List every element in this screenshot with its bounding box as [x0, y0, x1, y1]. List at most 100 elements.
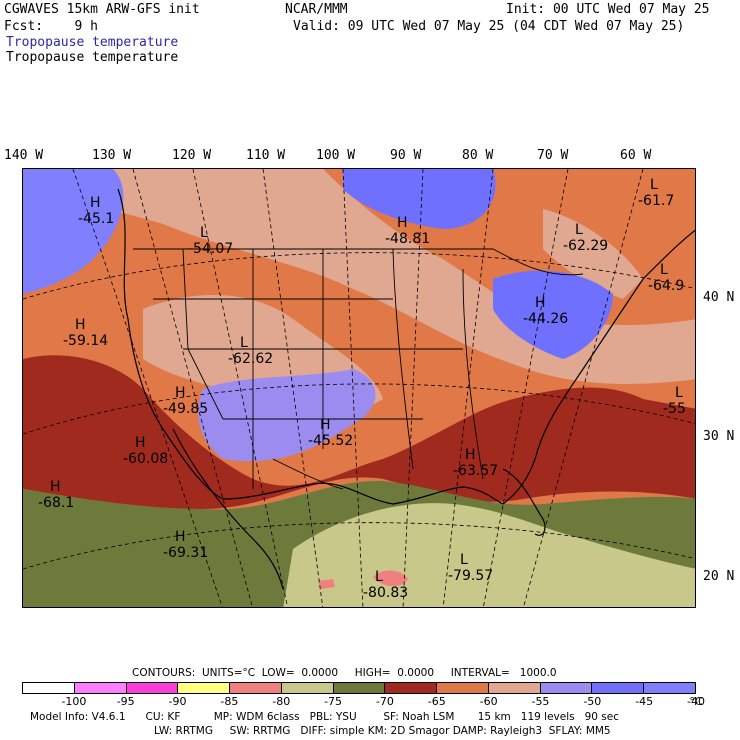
model-title: CGWAVES 15km ARW-GFS init [4, 2, 200, 17]
low-marker: L [240, 335, 248, 351]
extremum-value: -63.57 [453, 463, 498, 479]
high-marker: H [175, 385, 186, 401]
colorbar-swatch [230, 683, 282, 693]
field-band-minus55 [543, 209, 643, 299]
extremum-value: -45.52 [308, 433, 353, 449]
colorbar-swatch [437, 683, 489, 693]
lon-label: 110 W [246, 148, 286, 163]
high-marker: H [175, 529, 186, 545]
field-band-minus80 [373, 570, 408, 587]
low-marker: L [675, 385, 683, 401]
high-marker: H [465, 447, 476, 463]
map-canvas: H-45.1L-54.07H-48.81L-61.7L-62.29L-64.9H… [23, 169, 695, 607]
extremum-value: -61.7 [638, 193, 674, 209]
lon-label: 100 W [316, 148, 356, 163]
colorbar-swatch [74, 683, 127, 693]
colorbar-tick-label: -80 [272, 695, 291, 708]
valid-time: Valid: 09 UTC Wed 07 May 25 (04 CDT Wed … [293, 19, 685, 34]
high-marker: H [397, 215, 408, 231]
high-marker: H [135, 435, 146, 451]
lon-label: 60 W [620, 148, 652, 163]
field-band-minus80 [318, 579, 335, 589]
field-title-blue: Tropopause temperature [6, 35, 179, 50]
coastlines [117, 188, 695, 590]
lon-label: 80 W [462, 148, 494, 163]
colorbar-tick-label: -55 [531, 695, 550, 708]
extremum-value: -49.85 [163, 401, 208, 417]
colorbar-tick-label: -65 [427, 695, 446, 708]
tropopause-temperature-map: H -45.1 L -54.07 H -48.81 L -61.7 L -62.29 L -64.9 H… [22, 168, 696, 608]
colorbar-swatch [126, 683, 179, 693]
low-marker: L [200, 225, 208, 241]
field-band-minus45 [493, 270, 613, 359]
extremum-value: -68.1 [38, 495, 74, 511]
extremum-value: -69.31 [163, 545, 208, 561]
extremum-value: -79.57 [448, 568, 493, 584]
high-marker: H [90, 195, 101, 211]
colorbar-swatch [644, 683, 695, 693]
extremum-value: -60.08 [123, 451, 168, 467]
colorbar-swatch [281, 683, 334, 693]
extremum-value: -45.1 [78, 211, 114, 227]
colorbar-tick-label: -40 [687, 695, 705, 708]
colorbar-swatch [592, 683, 645, 693]
colorbar-tick-label: -70 [375, 695, 394, 708]
low-marker: L [660, 262, 668, 278]
forecast-hour: Fcst: 9 h [4, 19, 98, 34]
colorbar-tick-label: -60 [479, 695, 498, 708]
lon-label: 90 W [390, 148, 422, 163]
graticule [23, 169, 695, 607]
colorbar [22, 682, 696, 694]
field-title: Tropopause temperature [6, 50, 179, 65]
lon-label: 120 W [172, 148, 212, 163]
field-band-minus45 [23, 169, 124, 294]
extrema-labels: H-45.1L-54.07H-48.81L-61.7L-62.29L-64.9H… [38, 177, 686, 601]
colorbar-tick-label: -75 [324, 695, 343, 708]
colorbar-tick-label: -100 [61, 695, 87, 708]
extremum-value: -62.62 [228, 351, 273, 367]
org-label: NCAR/MMM [285, 2, 348, 17]
physics-info: LW: RRTMG SW: RRTMG DIFF: simple KM: 2D … [154, 725, 611, 737]
low-marker: L [375, 569, 383, 585]
model-info: Model Info: V4.6.1 CU: KF MP: WDM 6class… [30, 711, 620, 723]
colorbar-tick-label: -90 [168, 695, 187, 708]
colorbar-tick-label: °C [689, 695, 703, 708]
extremum-value: -55 [663, 401, 686, 417]
lon-label: 130 W [92, 148, 132, 163]
extremum-value: -59.14 [63, 333, 108, 349]
extremum-value: -80.83 [363, 585, 408, 601]
extremum-value: -48.81 [385, 231, 430, 247]
colorbar-swatch [488, 683, 541, 693]
colorbar-swatch [178, 683, 231, 693]
extremum-value: -54.07 [188, 241, 233, 257]
lat-label: 40 N [703, 290, 735, 305]
extremum-value: -64.9 [648, 278, 684, 294]
init-time: Init: 00 UTC Wed 07 May 25 [506, 2, 710, 17]
lat-label: 20 N [703, 569, 735, 584]
extremum-value: -62.29 [563, 238, 608, 254]
colorbar-swatch [333, 683, 386, 693]
field-band-minus65 [23, 355, 695, 509]
lon-label: 70 W [537, 148, 569, 163]
political-borders [133, 248, 584, 490]
high-marker: H [320, 417, 331, 433]
colorbar-swatch [540, 683, 593, 693]
lon-label: 140 W [4, 148, 44, 163]
high-marker: H [50, 479, 61, 495]
colorbar-swatch [385, 683, 438, 693]
contour-info: CONTOURS: UNITS=°C LOW= 0.0000 HIGH= 0.0… [132, 667, 557, 679]
colorbar-tick-label: -50 [583, 695, 602, 708]
colorbar-tick-label: -95 [116, 695, 135, 708]
field-band-minus45 [343, 169, 496, 229]
high-marker: H [535, 295, 546, 311]
low-marker: L [650, 177, 658, 193]
low-marker: L [460, 552, 468, 568]
field-band-minus50 [198, 369, 376, 462]
high-marker: H [75, 317, 86, 333]
lat-label: 30 N [703, 429, 735, 444]
colorbar-swatch [23, 683, 75, 693]
low-marker: L [575, 222, 583, 238]
extremum-value: -44.26 [523, 311, 568, 327]
colorbar-tick-label: -45 [635, 695, 654, 708]
colorbar-tick-label: -85 [220, 695, 239, 708]
